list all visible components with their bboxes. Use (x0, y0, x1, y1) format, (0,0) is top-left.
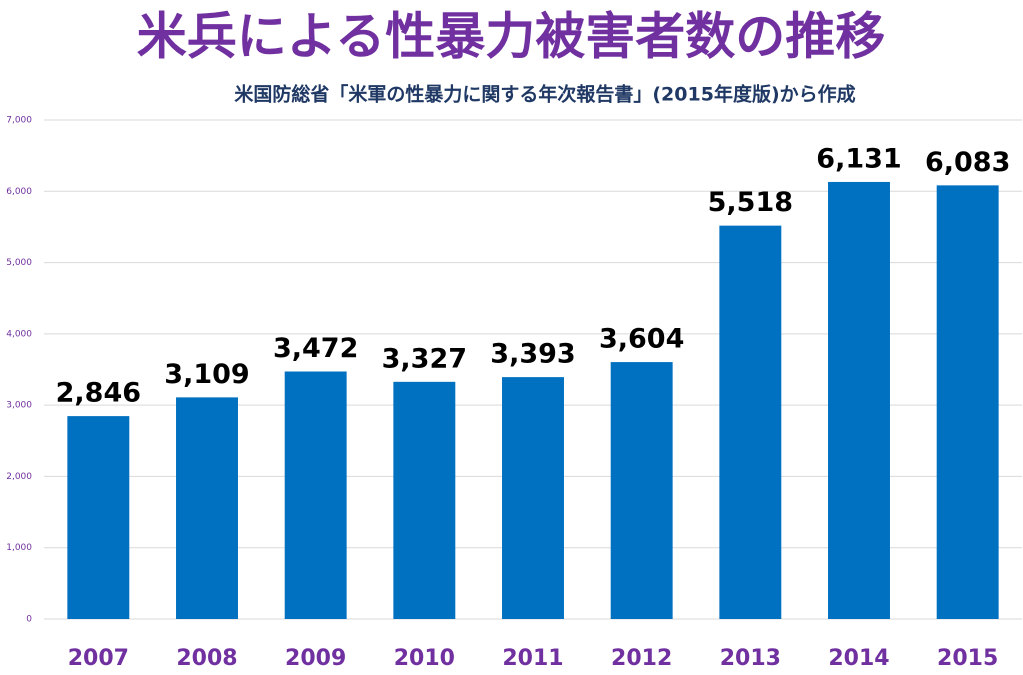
y-tick-label: 3,000 (6, 401, 32, 411)
value-label: 2,846 (56, 378, 141, 409)
value-label: 3,604 (599, 324, 684, 355)
value-label: 6,131 (816, 143, 901, 174)
bar (610, 362, 673, 619)
bar (284, 371, 347, 619)
x-tick-label: 2012 (611, 646, 672, 671)
x-tick-label: 2014 (828, 646, 889, 671)
chart-subtitle: 米国防総省「米軍の性暴力に関する年次報告書」(2015年度版)から作成 (234, 83, 855, 106)
y-tick-label: 6,000 (6, 187, 32, 197)
value-label: 6,083 (925, 147, 1010, 178)
bar (67, 416, 130, 619)
bar (393, 381, 456, 619)
x-tick-label: 2009 (285, 646, 346, 671)
y-tick-label: 7,000 (6, 116, 32, 126)
y-tick-label: 5,000 (6, 258, 32, 268)
bar (936, 185, 999, 619)
x-tick-label: 2010 (394, 646, 455, 671)
y-tick-label: 2,000 (6, 472, 32, 482)
x-tick-label: 2011 (502, 646, 563, 671)
bar (828, 181, 890, 620)
y-tick-label: 1,000 (6, 543, 32, 553)
value-label: 3,327 (382, 343, 467, 374)
value-label: 3,472 (273, 333, 358, 364)
bar (502, 377, 564, 619)
y-tick-label: 4,000 (6, 329, 32, 339)
value-label: 3,109 (164, 359, 249, 390)
bar (176, 397, 238, 619)
x-tick-label: 2008 (176, 646, 237, 671)
x-tick-label: 2007 (68, 646, 129, 671)
x-tick-label: 2013 (720, 646, 781, 671)
bar (719, 225, 782, 619)
x-tick-label: 2015 (937, 646, 998, 671)
value-label: 5,518 (708, 187, 793, 218)
chart-title: 米兵による性暴力被害者数の推移 (137, 8, 886, 66)
value-label: 3,393 (490, 339, 575, 370)
y-tick-label: 0 (26, 615, 32, 625)
